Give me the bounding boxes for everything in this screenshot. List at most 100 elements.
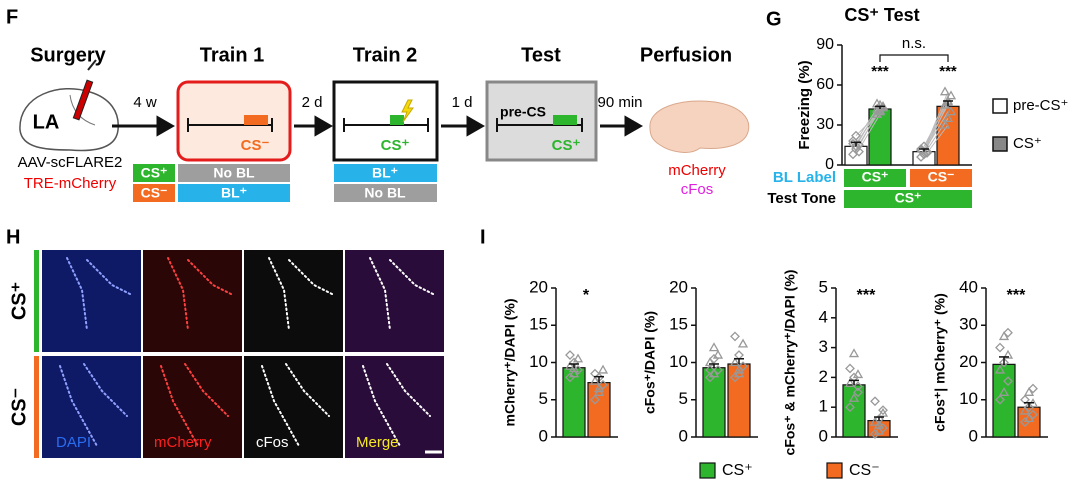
significance: *** bbox=[939, 63, 957, 80]
label-box bbox=[178, 164, 290, 182]
label-box bbox=[334, 164, 437, 182]
data-point bbox=[573, 365, 583, 375]
y-tick-label: 5 bbox=[819, 277, 828, 296]
boundary bbox=[362, 363, 431, 447]
data-point bbox=[1023, 413, 1035, 423]
data-point bbox=[873, 419, 885, 429]
virus-label: TRE-mCherry bbox=[24, 175, 117, 192]
stain-label: mCherry bbox=[668, 162, 726, 179]
tone-block bbox=[390, 115, 404, 125]
data-point bbox=[598, 379, 608, 390]
data-point bbox=[1019, 405, 1031, 415]
legend-swatch bbox=[992, 136, 1008, 152]
y-tick-label: 0 bbox=[679, 426, 688, 445]
label-text: No BL bbox=[364, 185, 406, 201]
y-tick-label: 15 bbox=[529, 315, 548, 334]
stage-title: Surgery bbox=[30, 44, 106, 66]
brain-sketch bbox=[19, 88, 119, 152]
category-label: CS⁻ bbox=[928, 169, 955, 185]
y-tick-label: 10 bbox=[529, 352, 548, 371]
label-text: No BL bbox=[213, 165, 255, 181]
boundary bbox=[59, 363, 128, 447]
tone-label: CS⁻ bbox=[241, 137, 270, 154]
legend-swatch bbox=[992, 98, 1008, 114]
y-tick-label: 2 bbox=[819, 367, 828, 386]
interval: 2 d bbox=[302, 94, 323, 111]
tone-block bbox=[244, 115, 268, 125]
tone-label: CS⁺ bbox=[895, 190, 922, 206]
boundary bbox=[167, 257, 234, 331]
data-point bbox=[1028, 383, 1038, 394]
legend-swatch bbox=[826, 462, 843, 479]
y-tick-label: 5 bbox=[539, 389, 548, 408]
test-box bbox=[485, 80, 598, 162]
data-point bbox=[853, 381, 863, 392]
significance: *** bbox=[857, 287, 876, 304]
key-label: CS⁻ bbox=[141, 185, 168, 201]
data-point bbox=[708, 342, 720, 352]
virus-label: AAV-scFLARE2 bbox=[18, 154, 123, 171]
y-axis-label: Freezing (%) bbox=[796, 60, 813, 149]
arrows bbox=[112, 115, 644, 137]
data-point bbox=[870, 429, 880, 439]
brain-label: LA bbox=[33, 111, 60, 133]
data-point bbox=[734, 350, 744, 360]
boundary bbox=[268, 257, 335, 331]
label-box bbox=[334, 184, 437, 202]
data-point bbox=[851, 141, 861, 152]
channel-label: DAPI bbox=[56, 434, 91, 451]
data-point bbox=[999, 357, 1009, 368]
data-point bbox=[1002, 349, 1014, 359]
row-label: BL Label bbox=[773, 169, 836, 186]
data-point bbox=[919, 149, 929, 160]
stage-title: Train 2 bbox=[353, 44, 417, 66]
data-point bbox=[730, 331, 740, 342]
y-tick-label: 90 bbox=[816, 36, 834, 53]
stage-title: Perfusion bbox=[640, 44, 732, 66]
data-point bbox=[729, 357, 741, 367]
micrograph bbox=[244, 250, 343, 352]
data-point bbox=[589, 375, 601, 385]
panel-letter: H bbox=[6, 226, 20, 248]
row-label: CS⁻ bbox=[8, 388, 30, 426]
data-point bbox=[712, 349, 724, 359]
micrograph bbox=[143, 356, 242, 458]
significance: * bbox=[583, 287, 590, 304]
category-box bbox=[844, 169, 906, 187]
data-point bbox=[853, 387, 863, 398]
y-tick-label: 1 bbox=[819, 397, 828, 416]
y-tick-label: 60 bbox=[816, 76, 834, 93]
y-tick-label: 20 bbox=[959, 352, 978, 371]
data-point bbox=[874, 414, 884, 425]
channel-label: cFos bbox=[256, 434, 289, 451]
y-tick-label: 0 bbox=[819, 426, 828, 445]
y-axis-label: cFos⁺/DAPI (%) bbox=[642, 311, 658, 414]
data-point bbox=[877, 102, 889, 112]
data-point bbox=[1028, 409, 1038, 420]
micrograph bbox=[42, 250, 141, 352]
data-point bbox=[939, 119, 951, 129]
legend-label: CS⁺ bbox=[1013, 135, 1042, 152]
image-grid bbox=[42, 250, 444, 458]
category-label: CS⁺ bbox=[862, 169, 889, 185]
y-tick-label: 0 bbox=[539, 426, 548, 445]
row-bar bbox=[34, 250, 39, 352]
data-point bbox=[1020, 394, 1030, 405]
pair-line bbox=[923, 124, 949, 158]
y-tick-label: 30 bbox=[816, 116, 834, 133]
data-point bbox=[733, 368, 745, 378]
data-point bbox=[1003, 327, 1013, 338]
channel-label: mCherry bbox=[154, 434, 212, 451]
key-box bbox=[133, 164, 175, 182]
data-point bbox=[590, 368, 600, 379]
tone-block bbox=[553, 115, 577, 125]
bar bbox=[587, 382, 611, 438]
y-tick-label: 20 bbox=[669, 277, 688, 296]
data-point bbox=[845, 402, 855, 413]
interval: 1 d bbox=[452, 94, 473, 111]
y-tick-label: 10 bbox=[669, 352, 688, 371]
data-point bbox=[942, 113, 954, 122]
data-point bbox=[1003, 376, 1013, 387]
pre-cs-label: pre-CS bbox=[500, 104, 546, 120]
